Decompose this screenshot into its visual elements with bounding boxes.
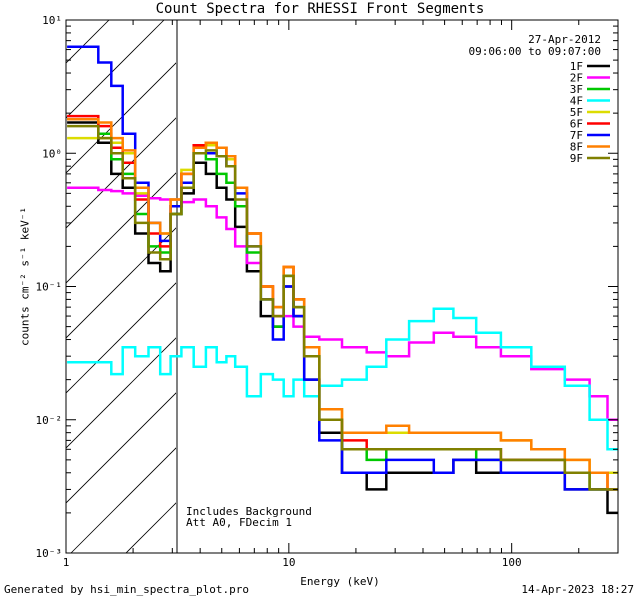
series-line-1F (67, 121, 618, 515)
y-axis-label: counts cm⁻² s⁻¹ keV⁻¹ (18, 206, 32, 347)
hatch-line (66, 20, 110, 64)
hatch-line (291, 0, 640, 553)
legend-label-9F: 9F (570, 152, 583, 165)
annotation-attenuator: Att A0, FDecim 1 (186, 516, 292, 529)
series-line-8F (67, 117, 618, 491)
legend-time-range: 09:06:00 to 09:07:00 (468, 45, 601, 58)
hatch-line (66, 227, 176, 339)
series-line-4F (67, 307, 618, 451)
y-tick-label: 10⁻² (36, 414, 63, 427)
legend-label-8F: 8F (570, 141, 583, 154)
x-axis-label: Energy (keV) (300, 575, 380, 588)
series-line-7F (67, 45, 618, 491)
series-layer (67, 45, 618, 515)
hatch-line (66, 392, 176, 504)
hatch-line (66, 62, 176, 174)
hatch-line (456, 0, 640, 553)
hatch-line (66, 20, 165, 119)
legend-label-1F: 1F (570, 60, 583, 73)
chart-title: Count Spectra for RHESSI Front Segments (155, 1, 485, 17)
legend-label-2F: 2F (570, 72, 583, 85)
x-tick-label: 100 (502, 556, 522, 569)
y-tick-label: 10⁰ (42, 147, 62, 160)
y-tick-label: 10⁻³ (36, 547, 63, 560)
series-line-5F (67, 136, 618, 475)
hatch-line (70, 447, 176, 553)
background-hatch-region (0, 0, 640, 553)
axis-ticks: 1 10 100 10⁻³ 10⁻² 10⁻¹ 10⁰ 10¹ (36, 14, 619, 569)
legend-label-5F: 5F (570, 106, 583, 119)
annotation-background: Includes Background (186, 505, 312, 518)
hatch-line (621, 0, 640, 553)
legend-label-4F: 4F (570, 95, 583, 108)
legend-label-3F: 3F (570, 83, 583, 96)
legend-label-7F: 7F (570, 129, 583, 142)
y-tick-label: 10⁻¹ (36, 281, 63, 294)
hatch-line (346, 0, 640, 553)
y-tick-label: 10¹ (42, 14, 62, 27)
x-tick-label: 1 (63, 556, 70, 569)
hatch-line (66, 172, 176, 284)
hatch-line (0, 0, 66, 553)
legend-date: 27-Apr-2012 (528, 33, 601, 46)
footer-timestamp: 14-Apr-2023 18:27 (521, 583, 634, 596)
hatch-line (125, 502, 176, 553)
legend-label-6F: 6F (570, 118, 583, 131)
series-line-9F (67, 124, 618, 491)
footer-generated-by: Generated by hsi_min_spectra_plot.pro (4, 583, 250, 596)
hatch-line (66, 282, 176, 394)
hatch-line (401, 0, 640, 553)
x-tick-label: 10 (282, 556, 295, 569)
